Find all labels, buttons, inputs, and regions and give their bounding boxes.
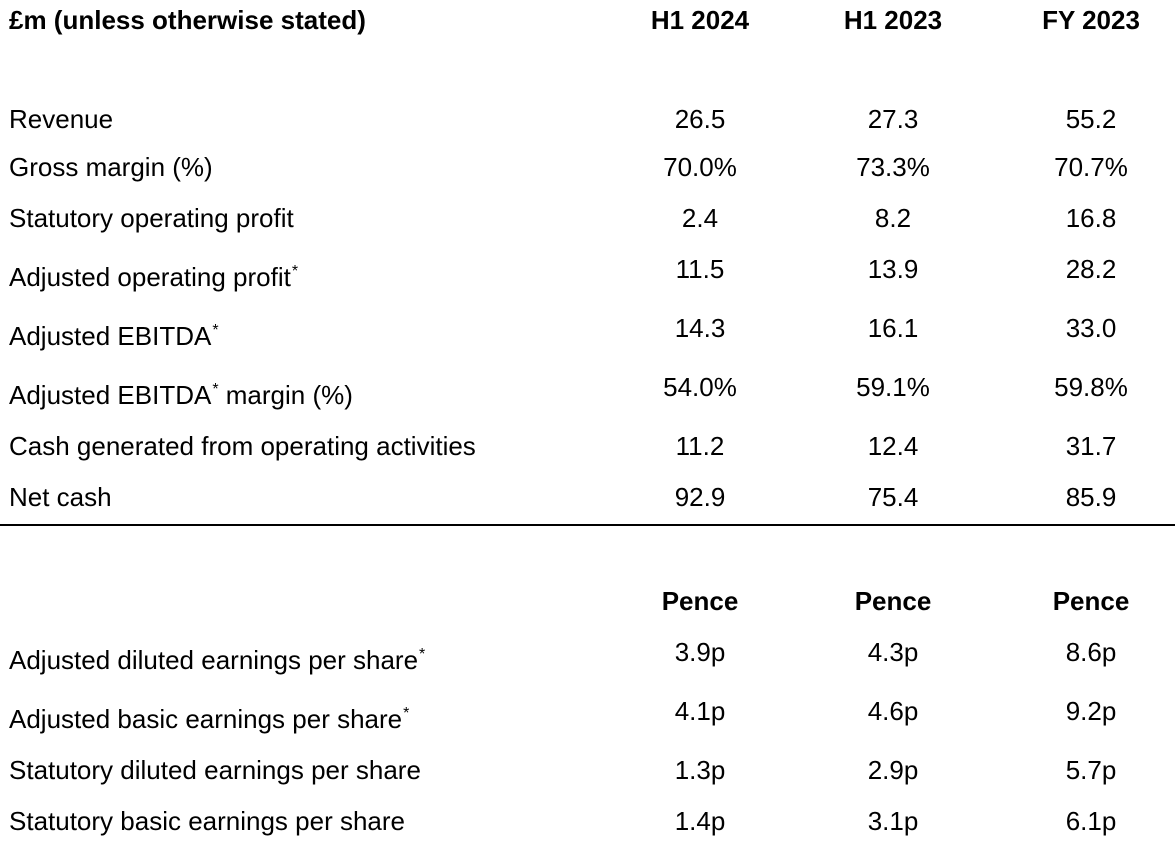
row-value: 1.4p (674, 806, 726, 836)
row-value: 9.2p (1065, 696, 1117, 726)
row-value: 27.3 (867, 104, 919, 134)
row-value: 12.4 (867, 431, 919, 461)
footnote-asterisk: * (212, 322, 219, 339)
table-row: Cash generated from operating activities… (0, 433, 1175, 473)
row-value: 54.0% (663, 372, 737, 402)
row-value: 5.7p (1065, 755, 1117, 785)
row-value: 4.3p (867, 637, 919, 667)
row-value: 2.9p (867, 755, 919, 785)
row-value: 13.9 (867, 254, 919, 284)
pence-header: Pence (854, 586, 932, 616)
table-row: Adjusted diluted earnings per share* 3.9… (0, 639, 1175, 679)
row-value: 8.6p (1065, 637, 1117, 667)
row-label: Cash generated from operating activities (9, 431, 476, 461)
row-value: 8.2 (874, 203, 912, 233)
table-row: Revenue 26.5 27.3 55.2 (0, 106, 1175, 146)
table-row: Adjusted basic earnings per share* 4.1p … (0, 698, 1175, 738)
row-value: 85.9 (1065, 482, 1117, 512)
unit-label: £m (unless otherwise stated) (9, 5, 366, 35)
col-header-fy-2023: FY 2023 (1042, 5, 1140, 35)
header-row: £m (unless otherwise stated) H1 2024 H1 … (0, 7, 1175, 47)
table-row: Gross margin (%) 70.0% 73.3% 70.7% (0, 154, 1175, 194)
row-label: Revenue (9, 104, 114, 134)
pence-header: Pence (661, 586, 739, 616)
row-value: 16.8 (1065, 203, 1117, 233)
row-value: 92.9 (674, 482, 726, 512)
table-row: Net cash 92.9 75.4 85.9 (0, 484, 1175, 524)
row-value: 59.8% (1054, 372, 1128, 402)
row-value: 31.7 (1065, 431, 1117, 461)
footnote-asterisk: * (291, 263, 299, 280)
table-row: Statutory diluted earnings per share 1.3… (0, 757, 1175, 797)
row-label: Statutory operating profit (9, 203, 294, 233)
row-value: 2.4 (681, 203, 719, 233)
row-label: Adjusted basic earnings per share* (9, 704, 410, 734)
table-row: Adjusted operating profit* 11.5 13.9 28.… (0, 256, 1175, 296)
row-value: 70.7% (1054, 152, 1128, 182)
row-value: 11.5 (675, 254, 725, 284)
row-value: 28.2 (1065, 254, 1117, 284)
row-value: 33.0 (1065, 313, 1117, 343)
col-header-h1-2023: H1 2023 (843, 5, 943, 35)
row-value: 14.3 (674, 313, 726, 343)
row-value: 70.0% (663, 152, 737, 182)
row-value: 1.3p (674, 755, 726, 785)
row-label: Statutory diluted earnings per share (9, 755, 421, 785)
table-row: Adjusted EBITDA* margin (%) 54.0% 59.1% … (0, 374, 1175, 414)
table-row: Statutory operating profit 2.4 8.2 16.8 (0, 205, 1175, 245)
row-value: 75.4 (867, 482, 919, 512)
row-label: Adjusted operating profit* (9, 262, 299, 292)
footnote-asterisk: * (212, 381, 219, 398)
pence-header: Pence (1052, 586, 1130, 616)
pence-header-row: Pence Pence Pence (0, 588, 1175, 628)
table-row: Statutory basic earnings per share 1.4p … (0, 808, 1175, 848)
row-value: 16.1 (867, 313, 919, 343)
row-value: 11.2 (675, 431, 725, 461)
footnote-asterisk: * (403, 705, 410, 722)
row-value: 4.6p (867, 696, 919, 726)
row-label: Adjusted diluted earnings per share* (9, 645, 426, 675)
row-value: 4.1p (674, 696, 726, 726)
row-label: Statutory basic earnings per share (9, 806, 405, 836)
row-value: 59.1% (856, 372, 930, 402)
row-value: 26.5 (674, 104, 726, 134)
row-label: Net cash (9, 482, 112, 512)
row-value: 55.2 (1065, 104, 1117, 134)
row-value: 73.3% (856, 152, 930, 182)
col-header-h1-2024: H1 2024 (650, 5, 750, 35)
row-value: 3.1p (867, 806, 919, 836)
row-value: 6.1p (1065, 806, 1117, 836)
row-label: Gross margin (%) (9, 152, 213, 182)
footnote-asterisk: * (419, 646, 426, 663)
table-divider (0, 524, 1175, 526)
row-label: Adjusted EBITDA* margin (%) (9, 380, 353, 410)
row-value: 3.9p (674, 637, 726, 667)
table-row: Adjusted EBITDA* 14.3 16.1 33.0 (0, 315, 1175, 355)
row-label: Adjusted EBITDA* (9, 321, 219, 351)
